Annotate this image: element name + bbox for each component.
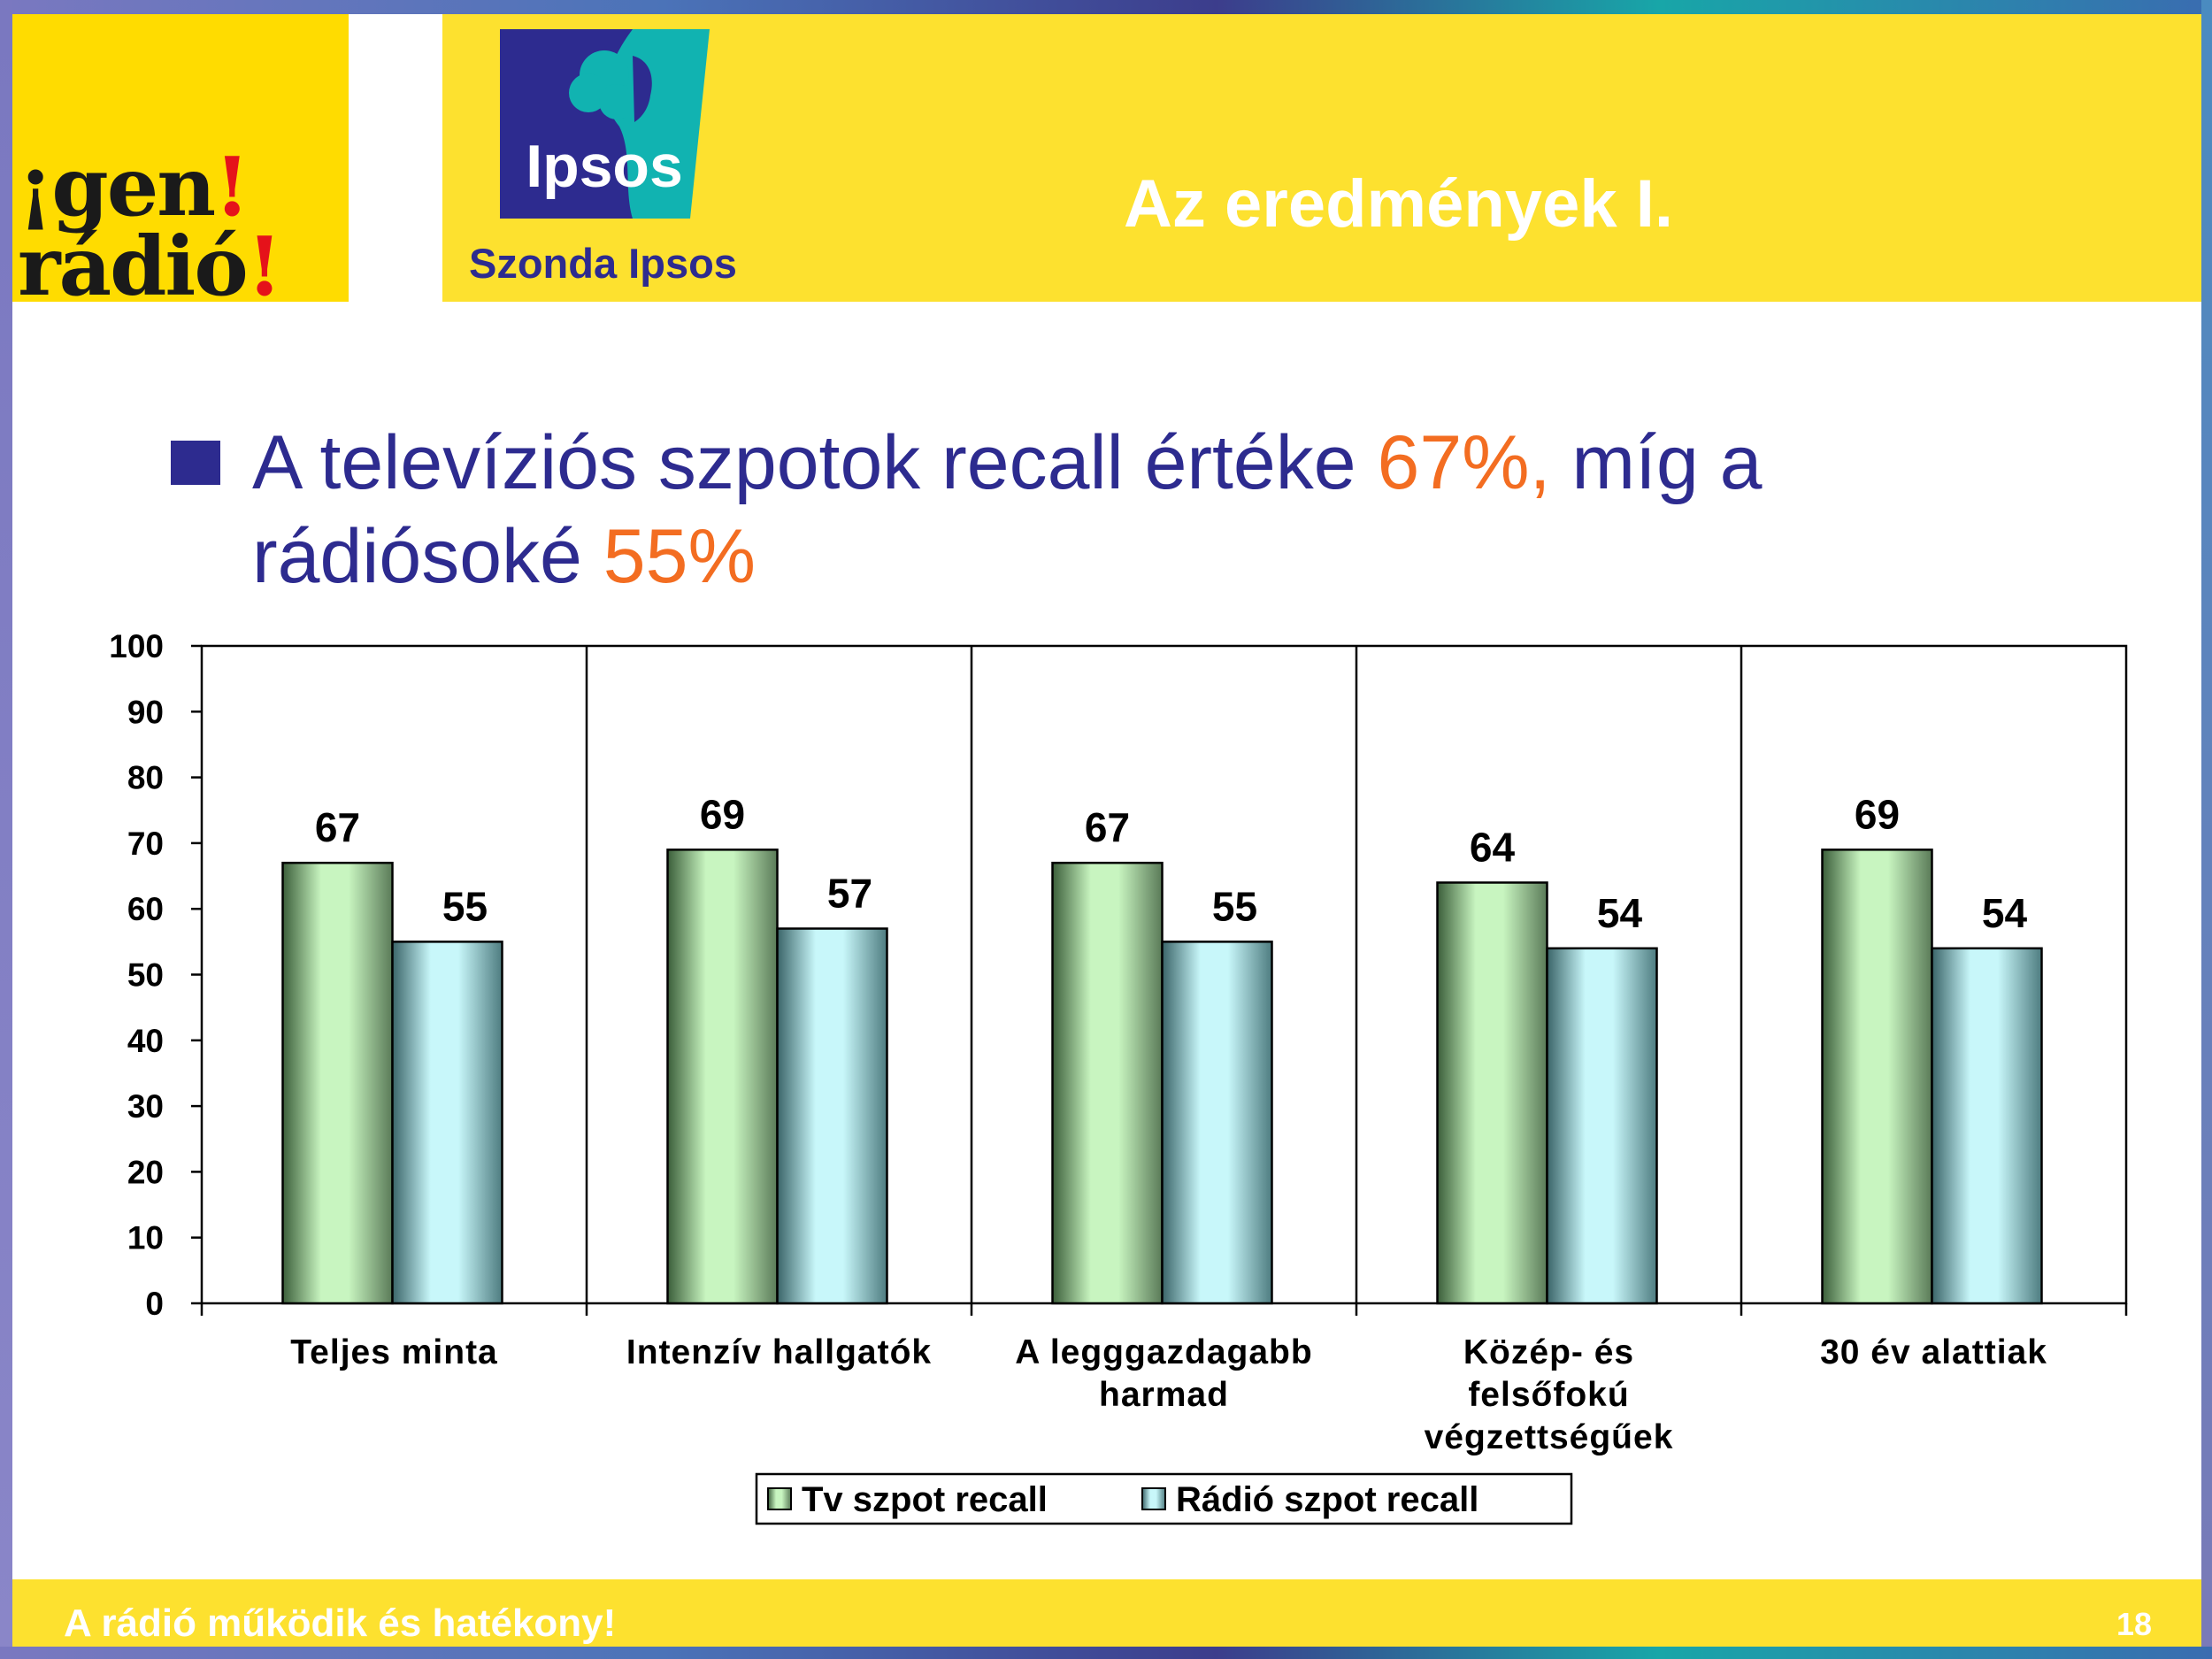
data-label: 64 bbox=[1470, 824, 1516, 870]
bar-tv bbox=[1436, 881, 1548, 1305]
data-label: 54 bbox=[1982, 890, 2028, 936]
y-tick-label: 100 bbox=[109, 628, 164, 664]
headline-part1: A televíziós szpotok recall értéke bbox=[252, 420, 1378, 505]
bar-radio bbox=[1546, 947, 1658, 1305]
headline-highlight-tv: 67%, bbox=[1377, 420, 1551, 505]
headline-part2: míg a rádiósoké bbox=[252, 420, 1763, 599]
company-name: Szonda Ipsos bbox=[469, 240, 737, 287]
y-tick-label: 20 bbox=[127, 1154, 164, 1190]
legend-swatch-radio bbox=[1141, 1487, 1166, 1510]
bullet-square-icon bbox=[171, 441, 220, 485]
data-label: 67 bbox=[1085, 804, 1130, 850]
y-tick-label: 40 bbox=[127, 1023, 164, 1059]
top-border bbox=[0, 0, 2212, 14]
y-tick-label: 30 bbox=[127, 1088, 164, 1125]
category-label: A legggazdagabb bbox=[1015, 1333, 1312, 1371]
category-label: Teljes minta bbox=[290, 1333, 498, 1371]
category-label: harmad bbox=[1099, 1376, 1229, 1414]
bar-radio bbox=[391, 941, 503, 1305]
headline-highlight-radio: 55% bbox=[603, 514, 756, 599]
ipsos-logo-text: Ipsos bbox=[526, 133, 683, 200]
data-label: 69 bbox=[700, 791, 745, 837]
headline: A televíziós szpotok recall értéke 67%, … bbox=[252, 416, 2022, 603]
data-label: 69 bbox=[1855, 791, 1900, 837]
legend-label-radio: Rádió szpot recall bbox=[1176, 1480, 1479, 1519]
category-label: 30 év alattiak bbox=[1820, 1333, 2047, 1371]
header-gap bbox=[349, 14, 442, 302]
right-border bbox=[2201, 0, 2212, 1659]
legend bbox=[755, 1472, 1573, 1525]
bar-radio bbox=[776, 927, 888, 1305]
category-label: Intenzív hallgatók bbox=[626, 1333, 932, 1371]
data-label: 55 bbox=[442, 883, 488, 929]
data-label: 57 bbox=[827, 870, 872, 916]
category-label: végzettségűek bbox=[1425, 1418, 1674, 1456]
y-tick-label: 90 bbox=[127, 694, 164, 730]
logo-mark-1: ! bbox=[214, 139, 250, 234]
header-band bbox=[442, 14, 2201, 302]
y-tick-label: 10 bbox=[127, 1220, 164, 1256]
legend-label-tv: Tv szpot recall bbox=[802, 1480, 1048, 1519]
footer-band bbox=[12, 1579, 2201, 1647]
bar-radio bbox=[1931, 947, 2043, 1305]
data-label: 54 bbox=[1597, 890, 1643, 936]
page-number: 18 bbox=[2116, 1606, 2153, 1642]
y-tick-label: 70 bbox=[127, 826, 164, 862]
ipsos-logo: Ipsos bbox=[500, 29, 710, 219]
data-label: 55 bbox=[1212, 883, 1257, 929]
bar-radio bbox=[1161, 941, 1273, 1305]
y-tick-label: 0 bbox=[145, 1286, 164, 1322]
footer-slogan: A rádió működik és hatékony! bbox=[64, 1601, 617, 1645]
y-tick-label: 50 bbox=[127, 957, 164, 994]
left-border bbox=[0, 0, 12, 1659]
logo-line1: ¡gen bbox=[18, 139, 216, 234]
category-label: felsőfokú bbox=[1468, 1376, 1629, 1414]
bottom-border bbox=[0, 1647, 2212, 1659]
legend-swatch-tv bbox=[767, 1487, 792, 1510]
bar-tv bbox=[1051, 861, 1164, 1305]
logo-line2: rádió bbox=[18, 219, 249, 302]
bar-tv bbox=[1821, 849, 1933, 1305]
slide-title: Az eredmények I. bbox=[1124, 166, 1673, 242]
y-tick-label: 80 bbox=[127, 760, 164, 796]
category-label: Közép- és bbox=[1463, 1333, 1634, 1371]
y-tick-label: 60 bbox=[127, 891, 164, 927]
igen-radio-logo: ¡gen! rádió! bbox=[12, 14, 349, 302]
bar-tv bbox=[666, 849, 779, 1305]
data-label: 67 bbox=[315, 804, 360, 850]
logo-mark-2: ! bbox=[246, 219, 282, 302]
bar-tv bbox=[281, 861, 394, 1305]
